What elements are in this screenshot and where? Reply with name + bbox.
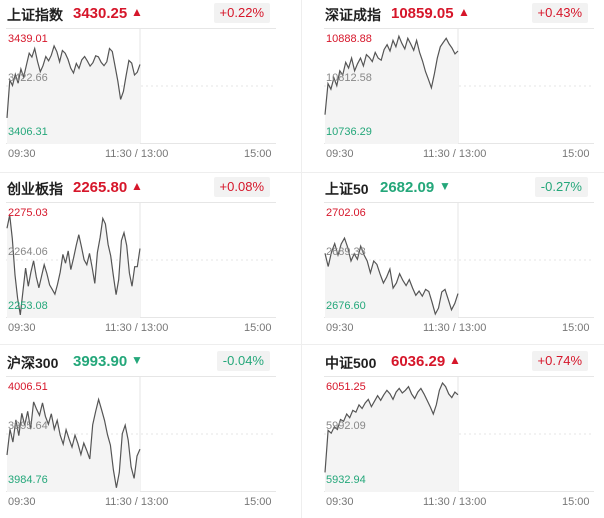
price-area (7, 399, 140, 492)
price-line (324, 236, 459, 316)
row-divider (0, 344, 604, 345)
x-tick-open: 09:30 (326, 322, 354, 334)
down-arrow-icon: ▼ (439, 179, 451, 193)
index-card-shanghai-composite[interactable]: 上证指数 3430.25 ▲ +0.22% 3439.01 3422.66 34… (0, 0, 282, 162)
index-name: 创业板指 (7, 181, 63, 197)
y-mid-label: 2264.06 (8, 246, 48, 258)
index-price: 2265.80 (73, 179, 128, 196)
x-tick-close: 15:00 (244, 322, 272, 334)
index-name: 中证500 (325, 355, 377, 371)
row-divider (0, 172, 604, 173)
price-line (324, 34, 459, 115)
index-card-chinext[interactable]: 创业板指 2265.80 ▲ +0.08% 2275.03 2264.06 22… (0, 174, 282, 336)
y-mid-label: 3422.66 (8, 72, 48, 84)
index-card-sse50[interactable]: 上证50 2682.09 ▼ -0.27% 2702.06 2689.33 26… (318, 174, 600, 336)
x-tick-open: 09:30 (8, 322, 36, 334)
y-low-label: 3406.31 (8, 126, 48, 138)
up-arrow-icon: ▲ (458, 5, 470, 19)
x-tick-midday: 11:30 / 13:00 (105, 322, 169, 334)
y-low-label: 3984.76 (8, 474, 48, 486)
card-header: 上证指数 3430.25 ▲ +0.22% (0, 0, 282, 26)
intraday-chart[interactable]: 3439.01 3422.66 3406.31 (6, 28, 276, 144)
y-high-label: 3439.01 (8, 33, 48, 45)
price-line (324, 381, 459, 473)
index-name: 沪深300 (7, 355, 59, 371)
card-header: 沪深300 3993.90 ▼ -0.04% (0, 348, 282, 374)
price-line (6, 44, 141, 118)
intraday-chart-svg (324, 202, 594, 318)
card-header: 深证成指 10859.05 ▲ +0.43% (318, 0, 600, 26)
index-name: 上证50 (325, 181, 369, 197)
column-divider (301, 0, 302, 518)
price-area (325, 383, 458, 492)
change-badge: +0.74% (531, 351, 588, 371)
card-header: 创业板指 2265.80 ▲ +0.08% (0, 174, 282, 200)
intraday-chart-svg (6, 202, 276, 318)
index-card-csi500[interactable]: 中证500 6036.29 ▲ +0.74% 6051.25 5992.09 5… (318, 348, 600, 510)
x-tick-midday: 11:30 / 13:00 (423, 148, 487, 160)
intraday-chart-svg (6, 28, 276, 144)
change-badge: +0.43% (531, 3, 588, 23)
x-tick-close: 15:00 (562, 496, 590, 508)
y-high-label: 2702.06 (326, 207, 366, 219)
index-name: 深证成指 (325, 7, 381, 23)
y-low-label: 5932.94 (326, 474, 366, 486)
intraday-chart[interactable]: 6051.25 5992.09 5932.94 (324, 376, 594, 492)
x-tick-midday: 11:30 / 13:00 (423, 322, 487, 334)
index-price: 6036.29 (391, 353, 446, 370)
y-mid-label: 2689.33 (326, 246, 366, 258)
y-high-label: 2275.03 (8, 207, 48, 219)
price-line (6, 214, 141, 315)
x-tick-close: 15:00 (244, 148, 272, 160)
change-badge: +0.08% (213, 177, 270, 197)
up-arrow-icon: ▲ (449, 353, 461, 367)
x-tick-open: 09:30 (326, 496, 354, 508)
intraday-chart-svg (324, 376, 594, 492)
x-tick-midday: 11:30 / 13:00 (423, 496, 487, 508)
intraday-chart[interactable]: 2275.03 2264.06 2253.08 (6, 202, 276, 318)
intraday-chart-svg (6, 376, 276, 492)
index-price: 2682.09 (380, 179, 435, 196)
x-tick-midday: 11:30 / 13:00 (105, 148, 169, 160)
index-card-csi300[interactable]: 沪深300 3993.90 ▼ -0.04% 4006.51 3995.64 3… (0, 348, 282, 510)
index-card-shenzhen-component[interactable]: 深证成指 10859.05 ▲ +0.43% 10888.88 10812.58… (318, 0, 600, 162)
x-tick-midday: 11:30 / 13:00 (105, 496, 169, 508)
x-tick-close: 15:00 (562, 322, 590, 334)
intraday-chart[interactable]: 2702.06 2689.33 2676.60 (324, 202, 594, 318)
down-arrow-icon: ▼ (131, 353, 143, 367)
y-mid-label: 3995.64 (8, 420, 48, 432)
x-tick-open: 09:30 (8, 496, 36, 508)
change-badge: -0.04% (216, 351, 270, 371)
price-area (7, 45, 140, 144)
index-price: 3993.90 (73, 353, 128, 370)
change-badge: +0.22% (213, 3, 270, 23)
index-price: 10859.05 (391, 5, 454, 22)
intraday-chart-svg (324, 28, 594, 144)
y-high-label: 10888.88 (326, 33, 372, 45)
price-area (7, 215, 140, 318)
x-tick-open: 09:30 (8, 148, 36, 160)
up-arrow-icon: ▲ (131, 5, 143, 19)
intraday-chart[interactable]: 10888.88 10812.58 10736.29 (324, 28, 594, 144)
y-high-label: 6051.25 (326, 381, 366, 393)
x-tick-open: 09:30 (326, 148, 354, 160)
price-line (6, 397, 141, 488)
y-high-label: 4006.51 (8, 381, 48, 393)
index-name: 上证指数 (7, 7, 63, 23)
up-arrow-icon: ▲ (131, 179, 143, 193)
intraday-chart[interactable]: 4006.51 3995.64 3984.76 (6, 376, 276, 492)
y-mid-label: 10812.58 (326, 72, 372, 84)
y-low-label: 2676.60 (326, 300, 366, 312)
card-header: 上证50 2682.09 ▼ -0.27% (318, 174, 600, 200)
y-low-label: 10736.29 (326, 126, 372, 138)
change-badge: -0.27% (534, 177, 588, 197)
x-tick-close: 15:00 (244, 496, 272, 508)
y-low-label: 2253.08 (8, 300, 48, 312)
x-tick-close: 15:00 (562, 148, 590, 160)
y-mid-label: 5992.09 (326, 420, 366, 432)
card-header: 中证500 6036.29 ▲ +0.74% (318, 348, 600, 374)
index-price: 3430.25 (73, 5, 128, 22)
